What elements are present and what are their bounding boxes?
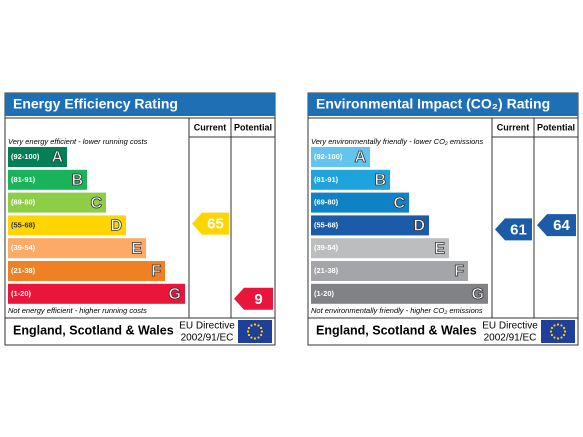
eu-star	[260, 330, 264, 333]
eu-star	[553, 336, 556, 339]
eu-star	[257, 324, 260, 327]
eu-star	[250, 336, 253, 339]
band-range: (81-91)	[11, 175, 36, 184]
rating-value: 64	[553, 217, 570, 234]
band-letter: F	[454, 263, 464, 280]
band-letter: G	[169, 286, 181, 303]
eu-star	[253, 337, 257, 340]
column-header: Potential	[234, 122, 272, 132]
eu-flag	[541, 320, 575, 343]
band-range: (55-68)	[314, 220, 339, 229]
band-letter: D	[110, 218, 122, 235]
eu-star	[250, 324, 253, 327]
eu-star	[549, 330, 553, 333]
band-range: (21-38)	[11, 266, 36, 275]
footer-region: England, Scotland & Wales	[316, 323, 477, 337]
band-letter: F	[151, 263, 161, 280]
rating-value: 61	[510, 221, 527, 238]
band-range: (92-100)	[314, 152, 343, 161]
band-letter: E	[131, 240, 142, 257]
band-letter: A	[354, 149, 366, 166]
band-letter: G	[472, 286, 484, 303]
rating-band	[311, 192, 409, 213]
rating-band	[8, 147, 67, 167]
band-range: (92-100)	[11, 152, 40, 161]
eu-star	[560, 336, 563, 339]
band-range: (39-54)	[11, 243, 36, 252]
eu-star	[247, 326, 251, 330]
rating-band	[311, 169, 390, 190]
rating-value: 65	[207, 216, 224, 233]
band-range: (69-80)	[314, 198, 339, 207]
band-range: (81-91)	[314, 175, 339, 184]
eu-star	[550, 326, 554, 330]
rating-band	[8, 215, 126, 236]
eu-star	[247, 333, 251, 337]
band-letter: B	[374, 172, 386, 189]
rating-band	[8, 192, 106, 213]
eu-star	[246, 330, 250, 333]
title-bar	[5, 93, 275, 116]
band-range: (69-80)	[11, 198, 36, 207]
rating-arrow	[537, 214, 576, 237]
band-letter: D	[413, 218, 425, 235]
rating-arrow	[495, 218, 532, 241]
eu-star	[556, 337, 560, 340]
rating-band	[311, 238, 449, 259]
directive-line: 2002/91/EC	[484, 333, 537, 344]
band-letter: C	[90, 195, 102, 212]
rating-band	[8, 283, 185, 304]
eu-star	[257, 336, 260, 339]
top-note: Very environmentally friendly - lower CO…	[311, 137, 483, 146]
band-letter: B	[71, 172, 83, 189]
rating-band	[8, 238, 146, 259]
rating-arrow	[234, 287, 273, 310]
directive-line: EU Directive	[482, 321, 538, 332]
rating-panel: Environmental Impact (CO₂) Rating Current…	[307, 92, 579, 346]
rating-band	[8, 169, 87, 190]
band-range: (55-68)	[11, 220, 36, 229]
title-bar	[308, 93, 578, 116]
panel-title: Environmental Impact (CO₂) Rating	[316, 96, 550, 112]
band-range: (39-54)	[314, 243, 339, 252]
eu-flag	[238, 320, 272, 343]
band-range: (1-20)	[314, 289, 335, 298]
rating-panel: Energy Efficiency Rating Current Potential…	[4, 92, 276, 346]
panel-title: Energy Efficiency Rating	[13, 96, 178, 112]
bottom-note: Not environmentally friendly - higher CO…	[311, 306, 483, 315]
band-letter: C	[393, 195, 405, 212]
column-header: Current	[497, 122, 530, 132]
band-range: (21-38)	[314, 266, 339, 275]
column-header: Current	[194, 122, 227, 132]
rating-band	[8, 261, 165, 281]
eu-star	[560, 324, 563, 327]
directive-line: 2002/91/EC	[181, 333, 234, 344]
band-letter: A	[51, 149, 63, 166]
eu-star	[550, 333, 554, 337]
rating-arrow	[192, 212, 229, 235]
eu-star	[562, 326, 566, 330]
eu-star	[259, 333, 263, 337]
eu-star	[553, 324, 556, 327]
eu-star	[259, 326, 263, 330]
rating-band	[311, 283, 488, 304]
rating-band	[311, 261, 468, 281]
column-header: Potential	[537, 122, 575, 132]
eu-star	[253, 323, 257, 326]
rating-band	[311, 147, 370, 167]
eu-star	[556, 323, 560, 326]
footer-region: England, Scotland & Wales	[13, 323, 174, 337]
band-range: (1-20)	[11, 289, 32, 298]
rating-band	[311, 215, 429, 236]
eu-star	[563, 330, 567, 333]
directive-line: EU Directive	[179, 321, 235, 332]
bottom-note: Not energy efficient - higher running co…	[8, 306, 147, 315]
band-letter: E	[434, 240, 445, 257]
eu-star	[562, 333, 566, 337]
top-note: Very energy efficient - lower running co…	[8, 137, 148, 146]
rating-value: 9	[254, 291, 262, 308]
